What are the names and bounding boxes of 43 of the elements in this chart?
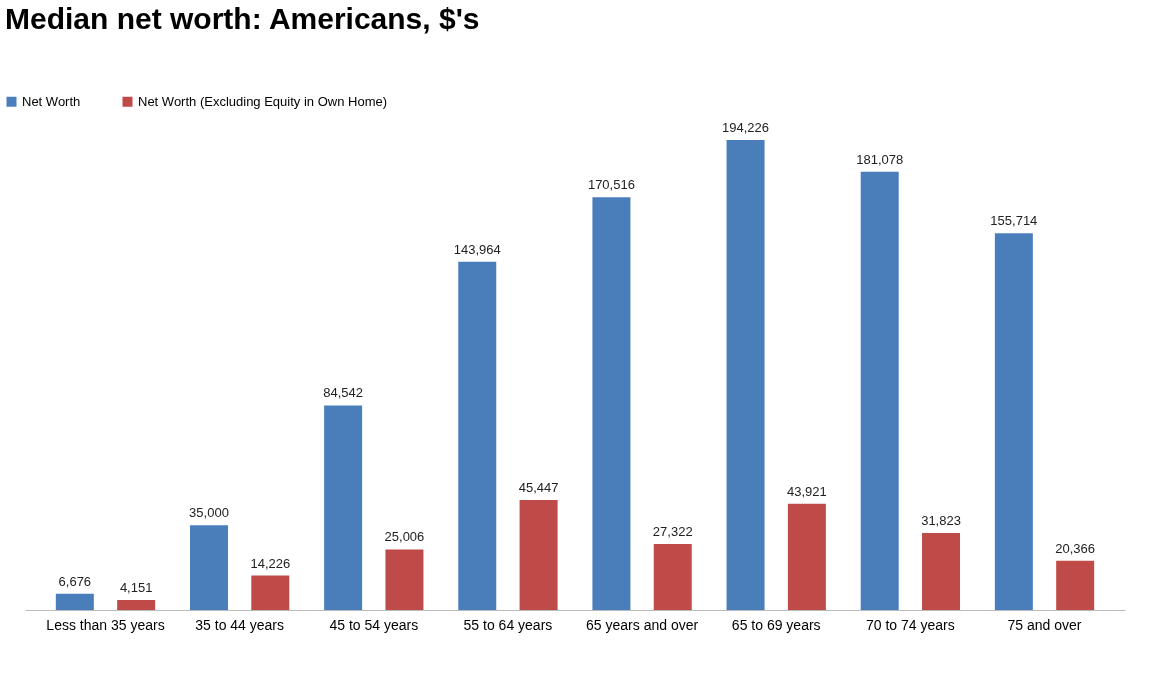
bar bbox=[922, 532, 961, 610]
data-label: 43,921 bbox=[787, 483, 827, 499]
bar bbox=[324, 405, 363, 610]
x-tick-label: Less than 35 years bbox=[46, 616, 165, 633]
data-label: 6,676 bbox=[58, 573, 92, 589]
x-tick-label: 35 to 44 years bbox=[195, 616, 284, 633]
legend-label: Net Worth bbox=[22, 93, 81, 109]
x-tick-label: 70 to 74 years bbox=[866, 616, 955, 633]
bar bbox=[251, 575, 290, 610]
chart-title: Median net worth: Americans, $'s bbox=[5, 2, 480, 35]
data-label: 84,542 bbox=[323, 385, 363, 401]
data-label: 35,000 bbox=[189, 505, 229, 521]
bar bbox=[592, 197, 631, 610]
data-label: 194,226 bbox=[722, 120, 770, 135]
data-label: 31,823 bbox=[921, 512, 961, 528]
x-tick-label: 75 and over bbox=[1007, 616, 1082, 633]
data-label: 27,322 bbox=[652, 523, 693, 539]
data-label: 143,964 bbox=[453, 241, 501, 257]
x-tick-label: 45 to 54 years bbox=[329, 616, 419, 633]
data-label: 25,006 bbox=[384, 529, 425, 545]
bar bbox=[726, 140, 765, 610]
bar bbox=[117, 599, 156, 610]
data-label: 45,447 bbox=[518, 480, 559, 496]
bar bbox=[653, 543, 692, 610]
data-label: 170,516 bbox=[587, 177, 635, 193]
data-label: 4,151 bbox=[119, 579, 153, 595]
x-tick-label: 55 to 64 years bbox=[463, 616, 553, 633]
x-tick-label: 65 to 69 years bbox=[731, 616, 821, 633]
data-label: 181,078 bbox=[856, 151, 904, 167]
bar bbox=[55, 593, 94, 610]
bar bbox=[189, 525, 228, 610]
bar bbox=[1056, 560, 1095, 610]
legend-label: Net Worth (Excluding Equity in Own Home) bbox=[138, 93, 388, 109]
bar bbox=[787, 503, 826, 610]
bar bbox=[519, 500, 558, 610]
data-label: 155,714 bbox=[990, 213, 1038, 229]
data-label: 20,366 bbox=[1055, 540, 1096, 556]
bar bbox=[860, 171, 899, 610]
bar bbox=[994, 233, 1033, 610]
bar bbox=[385, 549, 424, 610]
bar bbox=[458, 261, 497, 610]
x-tick-label: 65 years and over bbox=[586, 616, 699, 633]
data-label: 14,226 bbox=[250, 555, 291, 571]
